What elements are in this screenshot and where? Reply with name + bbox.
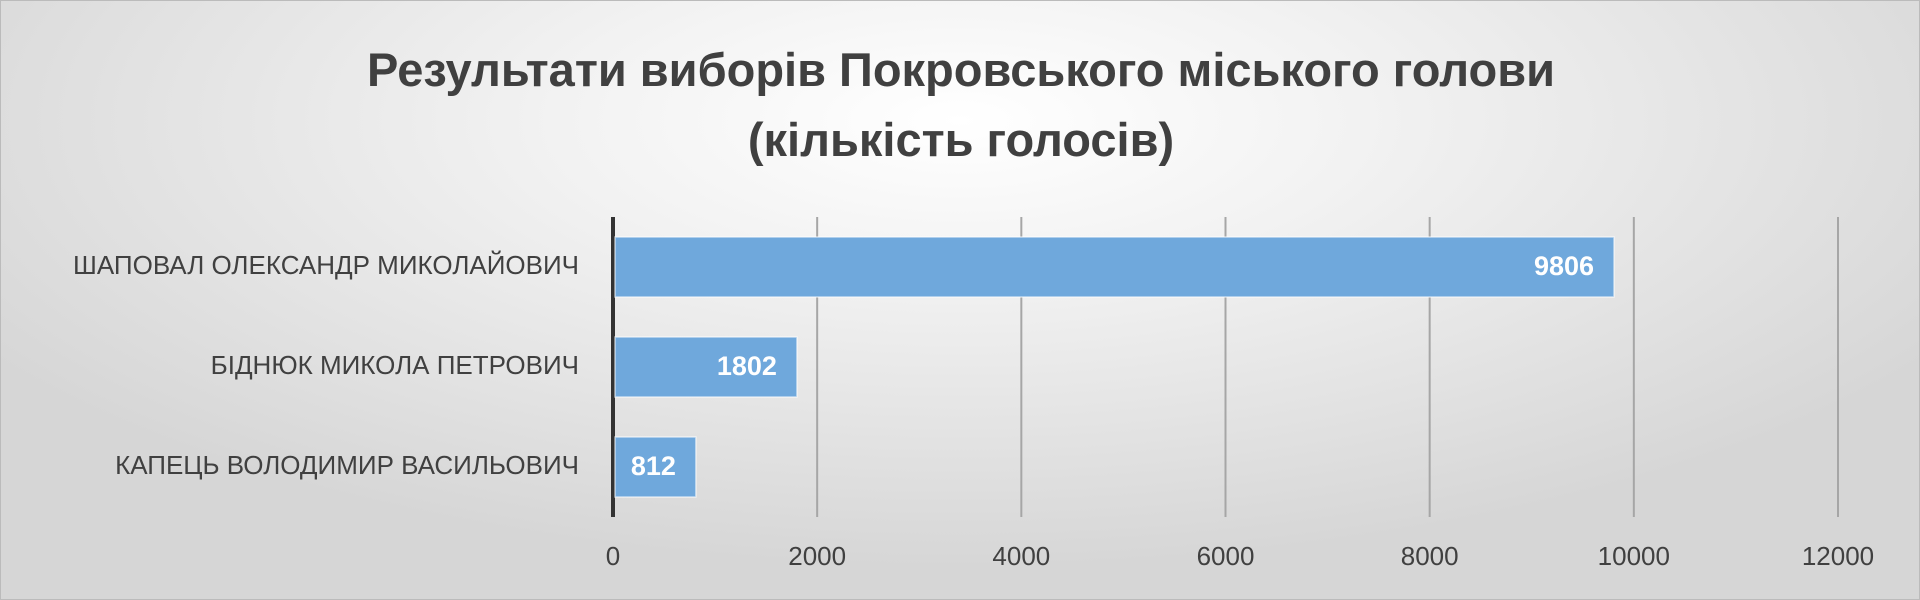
x-tick-label: 10000 xyxy=(1598,541,1670,571)
bar xyxy=(614,436,697,498)
bar xyxy=(614,236,1615,298)
x-tick-label: 2000 xyxy=(788,541,846,571)
x-tick-label: 8000 xyxy=(1401,541,1459,571)
chart-title: Результати виборів Покровського міського… xyxy=(367,43,1555,166)
x-tick-label: 12000 xyxy=(1802,541,1874,571)
x-tick-label: 6000 xyxy=(1197,541,1255,571)
x-tick-label: 4000 xyxy=(992,541,1050,571)
data-label: 812 xyxy=(631,451,676,481)
bar xyxy=(614,336,798,398)
y-tick-label: БІДНЮК МИКОЛА ПЕТРОВИЧ xyxy=(211,350,579,380)
x-tick-label: 0 xyxy=(606,541,620,571)
data-label: 9806 xyxy=(1534,251,1594,281)
data-label: 1802 xyxy=(717,351,777,381)
y-tick-label: КАПЕЦЬ ВОЛОДИМИР ВАСИЛЬОВИЧ xyxy=(115,450,579,480)
y-tick-label: ШАПОВАЛ ОЛЕКСАНДР МИКОЛАЙОВИЧ xyxy=(73,250,579,280)
